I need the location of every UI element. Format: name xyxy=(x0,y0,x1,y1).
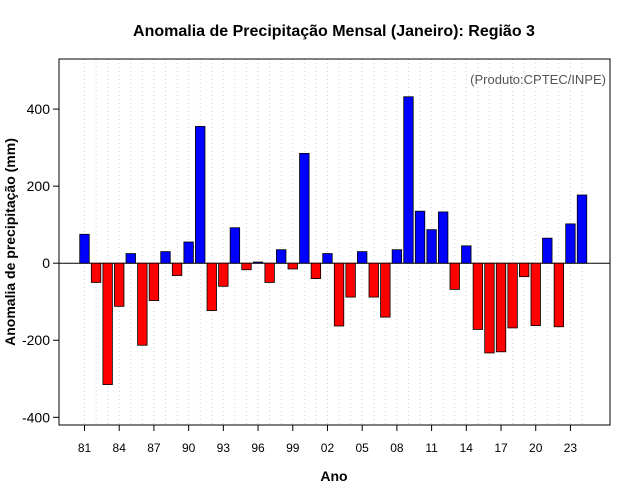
x-tick-label: 05 xyxy=(356,441,370,455)
bar-1995 xyxy=(241,262,252,271)
bar-2008 xyxy=(391,249,403,264)
bar-1986 xyxy=(137,262,148,346)
x-tick-label: 84 xyxy=(113,441,127,455)
bar-2024 xyxy=(576,194,588,264)
bar-1983 xyxy=(102,262,113,385)
y-axis: -400 -200 0 200 400 xyxy=(22,101,59,425)
bar-2013 xyxy=(449,262,460,290)
bar-2014 xyxy=(461,245,472,264)
x-tick-label: 23 xyxy=(564,441,578,455)
bar-2003 xyxy=(333,262,345,327)
y-tick-label: 200 xyxy=(27,178,51,194)
x-axis-title: Ano xyxy=(320,468,347,484)
x-tick-label: 87 xyxy=(147,441,161,455)
product-credit: (Produto:CPTEC/INPE) xyxy=(470,72,606,87)
y-tick-label: 400 xyxy=(27,101,51,117)
bar-1990 xyxy=(183,241,194,264)
y-tick-label: -400 xyxy=(22,409,50,425)
x-tick-label: 93 xyxy=(217,441,231,455)
x-tick-label: 96 xyxy=(251,441,265,455)
bar-2004 xyxy=(345,262,356,298)
bar-1997 xyxy=(264,262,275,283)
bar-1993 xyxy=(218,262,229,287)
bar-2016 xyxy=(484,262,495,354)
chart-title: Anomalia de Precipitação Mensal (Janeiro… xyxy=(133,23,535,40)
bar-2015 xyxy=(472,262,484,330)
bar-2010 xyxy=(414,210,426,264)
plot-frame xyxy=(58,58,611,426)
bar-2007 xyxy=(380,262,391,318)
y-axis-title: Anomalia de precipitação (mm) xyxy=(2,138,18,346)
bar-2012 xyxy=(438,211,449,264)
bar-1991 xyxy=(195,126,206,264)
bar-1998 xyxy=(276,249,287,264)
bar-2021 xyxy=(542,237,553,264)
grid xyxy=(84,59,583,425)
bar-1999 xyxy=(287,262,298,270)
bar-2022 xyxy=(553,262,565,328)
bar-2009 xyxy=(403,96,414,264)
bar-1985 xyxy=(125,253,136,264)
x-tick-label: 08 xyxy=(390,441,404,455)
x-tick-label: 17 xyxy=(494,441,508,455)
bar-2023 xyxy=(565,223,576,264)
x-tick-label: 02 xyxy=(321,441,335,455)
bar-1987 xyxy=(148,262,160,301)
bar-2019 xyxy=(519,262,530,278)
bar-2002 xyxy=(322,253,333,264)
bar-1989 xyxy=(171,262,183,276)
x-tick-label: 99 xyxy=(286,441,300,455)
bar-2005 xyxy=(357,251,368,264)
bar-2000 xyxy=(299,152,310,264)
x-tick-label: 90 xyxy=(182,441,196,455)
x-tick-label: 14 xyxy=(460,441,474,455)
bar-2020 xyxy=(530,262,541,327)
bar-2006 xyxy=(368,262,379,298)
x-tick-label: 11 xyxy=(425,441,438,455)
bar-1996 xyxy=(252,261,264,264)
bar-1984 xyxy=(114,262,125,307)
bar-2011 xyxy=(426,229,437,264)
bar-2018 xyxy=(507,262,518,329)
x-tick-label: 20 xyxy=(529,441,543,455)
bar-1994 xyxy=(229,227,241,264)
bar-2017 xyxy=(495,262,507,353)
x-axis: 81 84 87 90 93 96 99 02 05 08 11 14 17 20 23 xyxy=(78,425,578,455)
x-tick-label: 81 xyxy=(78,441,92,455)
bar-1981 xyxy=(79,233,90,264)
bar-2001 xyxy=(310,262,322,280)
y-tick-label: -200 xyxy=(22,332,50,348)
bar-1988 xyxy=(160,251,171,264)
bar-1982 xyxy=(90,262,102,283)
bar-1992 xyxy=(206,262,217,311)
y-tick-label: 0 xyxy=(42,255,50,271)
bars xyxy=(79,96,588,385)
